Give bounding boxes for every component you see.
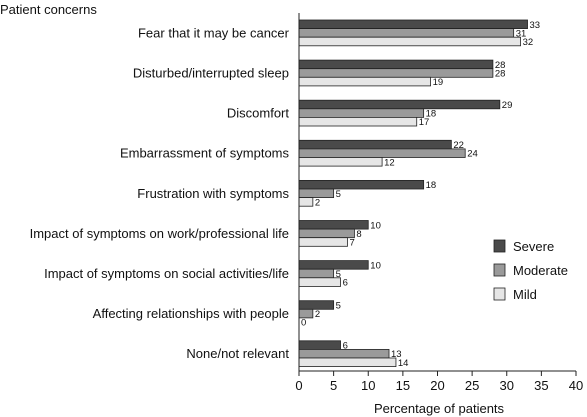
data-label: 10 — [370, 260, 381, 271]
bar-moderate — [298, 228, 355, 239]
bar-severe — [298, 99, 501, 110]
bar-mild — [298, 157, 383, 167]
data-label: 13 — [391, 349, 402, 360]
data-label: 28 — [495, 69, 506, 80]
data-label: 2 — [315, 309, 320, 320]
bar-severe — [298, 19, 528, 30]
bar-moderate — [298, 268, 335, 279]
bar-severe — [298, 179, 425, 190]
x-tick-label: 0 — [295, 378, 302, 393]
x-tick-label: 25 — [465, 378, 479, 393]
legend-label-mild: Mild — [513, 287, 537, 302]
data-label: 31 — [516, 28, 527, 39]
x-tick-label: 30 — [500, 378, 514, 393]
data-label: 28 — [495, 60, 506, 71]
category-label: Impact of symptoms on work/professional … — [30, 226, 289, 241]
data-label: 32 — [523, 37, 534, 48]
category-labels: Fear that it may be cancer Disturbed/inte… — [30, 25, 290, 361]
x-axis-title: Percentage of patients — [374, 401, 505, 416]
x-tick-label: 15 — [396, 378, 410, 393]
data-label: 0 — [301, 318, 306, 329]
category-label: Discomfort — [227, 106, 290, 121]
bar-severe — [298, 340, 341, 350]
x-axis: 0 5 10 15 20 25 30 35 40 — [295, 13, 583, 393]
data-label: 17 — [419, 117, 430, 128]
data-label: 5 — [336, 269, 341, 280]
bars-group — [298, 19, 528, 368]
legend-swatch-severe — [493, 239, 506, 253]
data-labels: 3331322828192918172224121852108710565206… — [301, 20, 540, 369]
legend-label-moderate: Moderate — [513, 263, 568, 278]
data-label: 18 — [426, 180, 437, 191]
data-label: 10 — [370, 220, 381, 231]
data-label: 7 — [350, 238, 355, 249]
bar-mild — [298, 237, 348, 247]
data-label: 22 — [453, 140, 464, 151]
legend-swatch-mild — [493, 287, 506, 301]
x-tick-label: 35 — [534, 378, 548, 393]
category-label: Affecting relationships with people — [93, 306, 289, 321]
category-label: None/not relevant — [186, 346, 289, 361]
legend-label-severe: Severe — [513, 239, 554, 254]
legend-swatch-moderate — [493, 263, 506, 277]
bar-severe — [298, 260, 369, 270]
data-label: 33 — [530, 20, 541, 31]
bar-moderate — [298, 148, 466, 158]
bar-moderate — [298, 68, 494, 78]
data-label: 12 — [384, 157, 395, 168]
bar-severe — [298, 59, 494, 70]
x-tick-label: 10 — [361, 378, 375, 393]
category-label: Disturbed/interrupted sleep — [133, 66, 289, 81]
bar-mild — [298, 277, 341, 287]
category-label: Fear that it may be cancer — [138, 25, 290, 40]
data-label: 6 — [343, 278, 348, 289]
bar-moderate — [298, 28, 515, 38]
data-label: 8 — [356, 229, 361, 240]
data-label: 14 — [398, 358, 409, 369]
x-tick-label: 5 — [330, 378, 337, 393]
bar-mild — [298, 36, 522, 47]
bar-severe — [298, 220, 369, 230]
data-label: 24 — [467, 149, 478, 160]
data-label: 2 — [315, 197, 320, 208]
data-label: 19 — [433, 77, 444, 88]
bar-mild — [298, 117, 418, 127]
data-label: 6 — [343, 341, 348, 352]
x-tick-label: 40 — [569, 378, 583, 393]
category-label: Frustration with symptoms — [137, 186, 289, 201]
bar-moderate — [298, 108, 425, 118]
bar-moderate — [298, 308, 314, 319]
data-label: 5 — [336, 189, 341, 200]
bar-severe — [298, 300, 335, 310]
data-label: 29 — [502, 100, 513, 111]
category-label: Impact of symptoms on social activities/… — [44, 266, 289, 281]
legend: Severe Moderate Mild — [493, 239, 568, 302]
bar-severe — [298, 139, 452, 150]
bar-mild — [298, 357, 397, 368]
data-label: 18 — [426, 109, 437, 120]
bar-mild — [298, 76, 431, 87]
chart-title: Patient concerns — [0, 2, 97, 17]
category-label: Embarrassment of symptoms — [120, 146, 290, 161]
bar-mild — [298, 197, 314, 207]
bar-moderate — [298, 188, 335, 199]
data-label: 5 — [336, 301, 341, 312]
x-tick-label: 20 — [430, 378, 444, 393]
